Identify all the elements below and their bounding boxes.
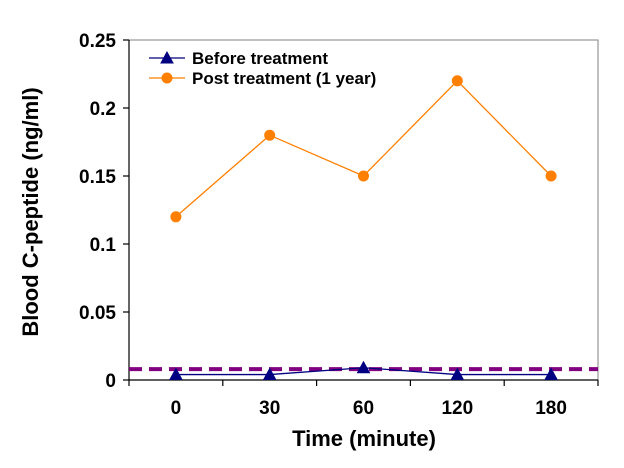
x-tick-label: 120 xyxy=(441,398,473,419)
x-tick-label: 0 xyxy=(171,398,182,419)
legend-label: Before treatment xyxy=(192,49,328,68)
x-tick-label: 60 xyxy=(353,398,374,419)
y-tick-label: 0.1 xyxy=(90,235,117,256)
y-tick-label: 0 xyxy=(105,371,116,392)
series-layer xyxy=(169,75,558,381)
data-point xyxy=(358,170,369,182)
data-point xyxy=(264,129,276,141)
data-point xyxy=(544,367,558,381)
data-point xyxy=(262,367,277,381)
y-tick-label: 0.05 xyxy=(79,303,116,324)
y-axis: 0 0.05 0.1 0.15 0.2 0.25 xyxy=(79,31,130,392)
data-point xyxy=(450,367,465,381)
data-point xyxy=(451,75,463,87)
y-tick-label: 0.25 xyxy=(79,31,116,52)
legend-item: Post treatment (1 year) xyxy=(149,69,376,88)
y-tick-label: 0.15 xyxy=(79,167,116,188)
x-tick-label: 30 xyxy=(259,398,280,419)
legend-label: Post treatment (1 year) xyxy=(192,69,376,88)
y-tick-label: 0.2 xyxy=(90,99,116,120)
data-point xyxy=(545,170,557,182)
series-before-treatment xyxy=(169,360,558,381)
data-point xyxy=(170,211,182,223)
legend-marker xyxy=(160,50,174,64)
x-tick-label: 180 xyxy=(535,398,567,419)
legend-item: Before treatment xyxy=(149,49,328,68)
plot-area xyxy=(128,39,599,381)
x-axis-title: Time (minute) xyxy=(292,426,436,451)
x-axis: 0 30 60 120 180 xyxy=(128,379,599,419)
legend-marker xyxy=(161,72,173,84)
data-point xyxy=(356,360,371,374)
data-point xyxy=(169,367,183,381)
series-post-treatment xyxy=(170,75,557,223)
y-axis-title: Blood C-peptide (ng/ml) xyxy=(18,87,43,336)
